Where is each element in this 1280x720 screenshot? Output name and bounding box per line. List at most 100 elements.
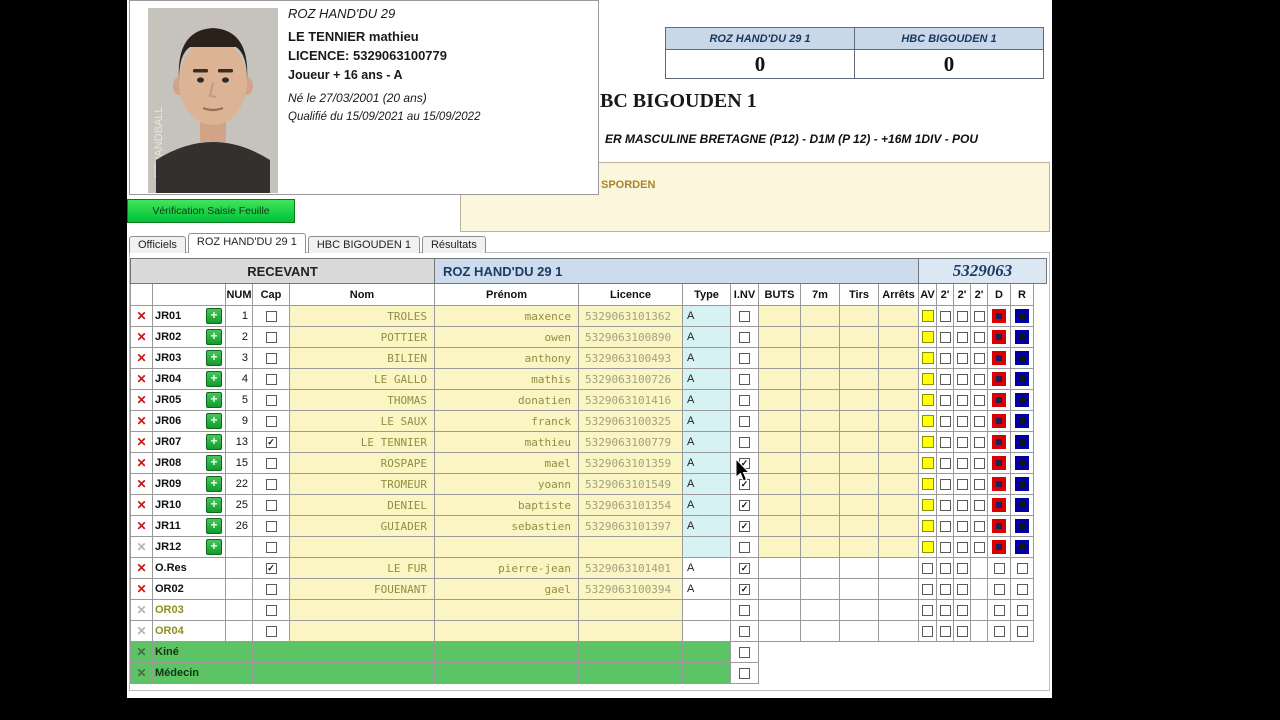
av-cell[interactable] [919,474,937,495]
two-min-cell[interactable] [937,348,954,369]
two-min-checkbox[interactable] [973,457,985,469]
d-cell[interactable] [988,432,1011,453]
verify-sheet-button[interactable]: Vérification Saisie Feuille [127,199,295,223]
report-box[interactable] [1015,456,1029,470]
two-min-checkbox[interactable] [939,499,951,511]
tab-roz-hand-du-29-1[interactable]: ROZ HAND'DU 29 1 [187,233,306,253]
delete-row-button[interactable]: ✕ [131,390,153,411]
d-cell[interactable] [988,495,1011,516]
d-checkbox[interactable] [993,625,1005,637]
buts-cell[interactable] [759,348,801,369]
add-player-button[interactable]: + [206,518,222,534]
seven-m-cell[interactable] [801,600,840,621]
two-min-checkbox[interactable] [956,457,968,469]
av-cell[interactable] [919,621,937,642]
licence-cell[interactable]: 5329063101416 [579,390,683,411]
type-cell[interactable] [683,600,731,621]
prenom-cell[interactable]: maxence [435,306,579,327]
add-player-button[interactable]: + [206,308,222,324]
add-player-button[interactable]: + [206,371,222,387]
report-box[interactable] [1015,498,1029,512]
av-warning-box[interactable] [921,499,934,511]
nom-cell[interactable] [290,621,435,642]
report-box[interactable] [1015,372,1029,386]
av-cell[interactable] [919,579,937,600]
arrets-cell[interactable] [879,432,919,453]
prenom-cell[interactable]: gael [435,579,579,600]
licence-cell[interactable]: 5329063101401 [579,558,683,579]
report-box[interactable] [1015,309,1029,323]
seven-m-cell[interactable] [801,369,840,390]
buts-cell[interactable] [759,600,801,621]
licence-cell[interactable]: 5329063101362 [579,306,683,327]
type-cell[interactable]: A [683,348,731,369]
licence-cell[interactable]: 5329063101354 [579,495,683,516]
captain-checkbox[interactable]: ✓ [265,436,277,448]
two-min-cell[interactable] [971,537,988,558]
num-cell[interactable] [226,558,253,579]
arrets-cell[interactable] [879,348,919,369]
d-cell[interactable] [988,411,1011,432]
prenom-cell[interactable]: sebastien [435,516,579,537]
two-min-checkbox[interactable] [973,310,985,322]
captain-checkbox[interactable] [265,457,277,469]
sanction-checkbox[interactable] [956,583,968,595]
two-min-cell[interactable] [937,453,954,474]
buts-cell[interactable] [759,558,801,579]
nom-cell[interactable] [290,663,435,684]
captain-checkbox[interactable] [265,394,277,406]
av-cell[interactable] [919,600,937,621]
delete-row-button[interactable]: ✕ [131,348,153,369]
licence-cell[interactable]: 5329063101397 [579,516,683,537]
two-min-cell[interactable] [971,453,988,474]
two-min-cell[interactable] [937,579,954,600]
arrets-cell[interactable] [879,495,919,516]
two-min-cell[interactable] [971,411,988,432]
inv-checkbox[interactable] [739,394,750,406]
two-min-cell[interactable] [971,390,988,411]
seven-m-cell[interactable] [801,537,840,558]
add-player-button[interactable]: + [206,455,222,471]
two-min-cell[interactable] [971,327,988,348]
prenom-cell[interactable]: yoann [435,474,579,495]
licence-cell[interactable]: 5329063100325 [579,411,683,432]
add-player-button[interactable]: + [206,350,222,366]
tirs-cell[interactable] [840,516,879,537]
type-cell[interactable] [683,642,731,663]
type-cell[interactable]: A [683,579,731,600]
two-min-checkbox[interactable] [956,541,968,553]
nom-cell[interactable]: POTTIER [290,327,435,348]
two-min-checkbox[interactable] [939,415,951,427]
two-min-checkbox[interactable] [939,373,951,385]
captain-checkbox[interactable] [265,520,277,532]
two-min-checkbox[interactable] [973,352,985,364]
prenom-cell[interactable] [435,600,579,621]
disqualification-box[interactable] [992,372,1006,386]
inv-checkbox[interactable] [739,415,750,427]
nom-cell[interactable]: LE TENNIER [290,432,435,453]
prenom-cell[interactable]: mathis [435,369,579,390]
num-cell[interactable] [226,579,253,600]
nom-cell[interactable]: GUIADER [290,516,435,537]
two-min-cell[interactable] [971,348,988,369]
two-min-cell[interactable] [954,495,971,516]
d-cell[interactable] [988,306,1011,327]
av-cell[interactable] [919,327,937,348]
nom-cell[interactable]: TROMEUR [290,474,435,495]
licence-cell[interactable]: 5329063100493 [579,348,683,369]
seven-m-cell[interactable] [801,432,840,453]
two-min-checkbox[interactable] [939,478,951,490]
two-min-cell[interactable] [971,621,988,642]
delete-row-button[interactable]: ✕ [131,306,153,327]
tirs-cell[interactable] [840,369,879,390]
r-cell[interactable] [1011,558,1034,579]
two-min-checkbox[interactable] [956,415,968,427]
nom-cell[interactable]: FOUENANT [290,579,435,600]
two-min-cell[interactable] [937,621,954,642]
buts-cell[interactable] [759,621,801,642]
prenom-cell[interactable]: baptiste [435,495,579,516]
type-cell[interactable]: A [683,390,731,411]
prenom-cell[interactable]: owen [435,327,579,348]
add-player-button[interactable]: + [206,497,222,513]
disqualification-box[interactable] [992,540,1006,554]
